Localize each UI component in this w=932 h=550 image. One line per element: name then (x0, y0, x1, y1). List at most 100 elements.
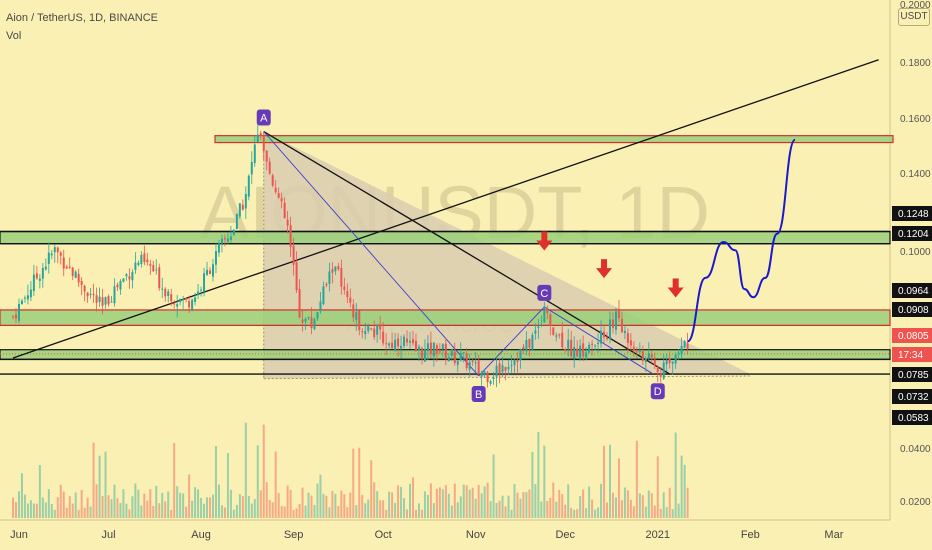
volume-bar (471, 487, 474, 518)
candle-body (507, 367, 510, 370)
price-scale-label (892, 328, 932, 343)
candle-body (77, 273, 80, 283)
candle-body (26, 295, 29, 300)
volume-bar (441, 489, 444, 518)
y-tick-label: 0.1600 (900, 114, 931, 125)
volume-bar (516, 492, 519, 518)
candle-body (683, 341, 686, 348)
candle-body (194, 297, 197, 302)
candle-body (426, 343, 429, 350)
volume-bar (214, 446, 217, 518)
candle-body (600, 330, 603, 344)
currency-button[interactable]: USDT (898, 8, 930, 26)
volume-bar (310, 495, 313, 518)
price-scale-label-text: 0.0908 (898, 305, 929, 316)
candle-body (343, 286, 346, 290)
candle-body (656, 366, 659, 372)
volume-indicator-label[interactable]: Vol (6, 30, 22, 42)
volume-bar (44, 502, 47, 518)
candle-body (635, 351, 638, 353)
candle-body (149, 264, 152, 266)
candle-body (680, 346, 683, 355)
candle-body (62, 257, 65, 269)
candle-body (14, 314, 17, 319)
candle-body (394, 339, 397, 351)
candle-body (38, 278, 41, 281)
candle-body (346, 291, 349, 298)
pivot-marker-label: A (260, 113, 268, 125)
candle-body (146, 259, 149, 263)
volume-bar (591, 499, 594, 518)
candle-body (444, 343, 447, 360)
volume-bar (304, 505, 307, 518)
volume-bar (262, 424, 265, 518)
candle-body (441, 344, 444, 349)
candle-body (262, 135, 265, 152)
volume-bar (537, 432, 540, 518)
volume-bar (298, 504, 301, 518)
candle-body (644, 358, 647, 363)
candle-body (623, 331, 626, 334)
projection-curve (687, 138, 797, 343)
volume-bar (370, 460, 373, 518)
candle-body (552, 327, 555, 336)
volume-bar (638, 493, 641, 518)
candle-body (340, 267, 343, 287)
candle-body (501, 365, 504, 372)
candle-body (155, 269, 158, 271)
volume-bar (17, 491, 20, 518)
candle-body (665, 359, 668, 365)
candle-body (614, 311, 617, 330)
volume-bar (656, 456, 659, 518)
candle-body (68, 266, 71, 268)
volume-bar (206, 497, 209, 518)
candle-body (561, 332, 564, 348)
candle-body (223, 238, 226, 240)
candle-body (104, 297, 107, 305)
volume-bar (349, 492, 352, 518)
support-resistance-zone (214, 135, 894, 144)
volume-bar (531, 451, 534, 518)
volume-bar (641, 495, 644, 518)
volume-bar (668, 487, 671, 518)
x-tick-label: Dec (555, 529, 575, 541)
volume-bar (23, 494, 26, 518)
volume-bar (597, 507, 600, 518)
candle-body (211, 264, 214, 277)
candle-body (23, 297, 26, 299)
candle-body (95, 295, 98, 303)
volume-bar (343, 494, 346, 518)
volume-bar (194, 487, 197, 518)
candle-body (65, 266, 68, 269)
candle-body (531, 334, 534, 350)
candle-body (173, 303, 176, 305)
candle-body (200, 289, 203, 291)
volume-bar (480, 493, 483, 518)
resistance-arrow-icon (536, 231, 553, 251)
candle-body (603, 331, 606, 338)
pivot-marker-d (650, 383, 665, 400)
volume-bar (41, 497, 44, 518)
candle-body (274, 187, 277, 193)
volume-bar (86, 497, 89, 518)
candle-body (17, 304, 20, 321)
candle-body (206, 269, 209, 275)
y-tick-label: 0.1400 (900, 169, 931, 180)
candle-body (289, 225, 292, 247)
candle-body (280, 198, 283, 202)
candle-body (391, 342, 394, 348)
volume-bar (14, 502, 17, 518)
candle-body (170, 294, 173, 302)
price-scale-label-text: 0.0732 (898, 392, 929, 403)
volume-bar (110, 499, 113, 518)
candle-body (585, 352, 588, 358)
volume-bar (203, 503, 206, 518)
candle-body (686, 343, 689, 349)
volume-bar (561, 494, 564, 518)
volume-bar (549, 497, 552, 518)
volume-bar (683, 464, 686, 518)
candle-body (438, 351, 441, 353)
candle-body (620, 318, 623, 333)
y-tick-label: 0.1000 (900, 247, 931, 258)
